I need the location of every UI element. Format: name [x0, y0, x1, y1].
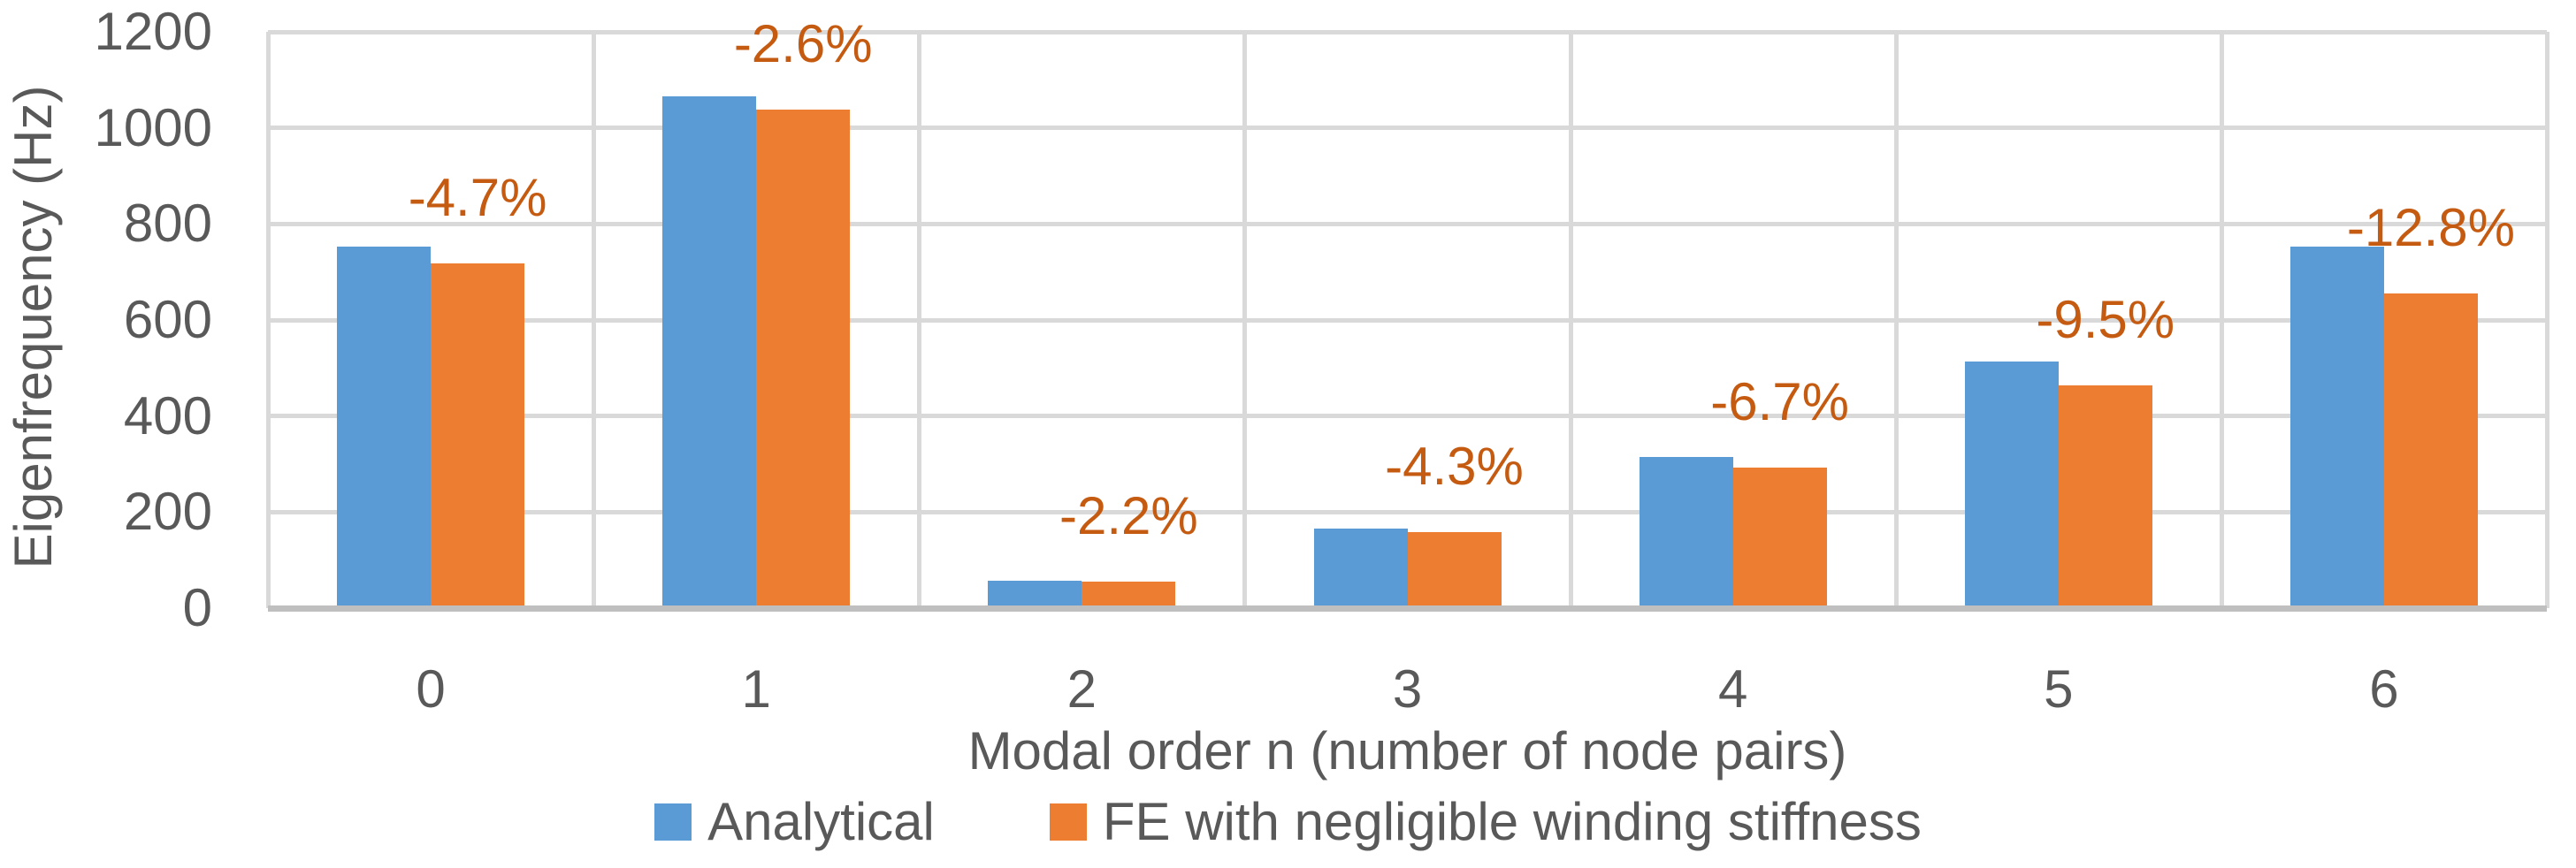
- bar-analytical-n3: [1313, 529, 1408, 608]
- bar-analytical-n1: [662, 95, 757, 608]
- chart-legend: Analytical FE with negligible winding sti…: [0, 796, 2576, 849]
- x-tick-label-6: 6: [2369, 659, 2399, 719]
- legend-item-analytical: Analytical: [654, 796, 935, 849]
- x-tick-label-4: 4: [1717, 659, 1748, 719]
- x-tick-label-5: 5: [2044, 659, 2074, 719]
- v-gridline-7: [2544, 32, 2549, 608]
- y-tick-label-200: 200: [123, 482, 212, 542]
- bar-fe-n5: [2058, 385, 2152, 608]
- bar-analytical-n5: [1964, 362, 2059, 608]
- bar-fe-n3: [1407, 532, 1502, 608]
- legend-swatch-fe: [1049, 803, 1087, 841]
- y-tick-label-0: 0: [182, 578, 212, 637]
- y-tick-label-800: 800: [123, 194, 212, 254]
- legend-item-fe: FE with negligible winding stiffness: [1049, 792, 1922, 851]
- legend-label-analytical: Analytical: [707, 792, 935, 851]
- y-tick-label-1000: 1000: [94, 97, 212, 157]
- x-tick-label-3: 3: [1392, 659, 1423, 719]
- x-axis-tick-labels: 0 1 2 3 4 5 6: [268, 658, 2547, 716]
- v-gridline-3: [1242, 32, 1247, 608]
- bar-fe-n4: [1732, 467, 1827, 608]
- h-gridline-800: [268, 221, 2547, 226]
- bar-analytical-n6: [2289, 247, 2384, 608]
- v-gridline-4: [1568, 32, 1573, 608]
- legend-label-fe: FE with negligible winding stiffness: [1102, 792, 1922, 851]
- y-tick-label-400: 400: [123, 385, 212, 445]
- deviation-label-n2: -2.2%: [1059, 485, 1198, 545]
- plot-area: -4.7% -2.6% -2.2% -4.3% -6.7% -9.5% -12.8%: [265, 18, 2549, 612]
- legend-swatch-analytical: [654, 803, 692, 841]
- bar-analytical-n4: [1639, 457, 1733, 608]
- bar-fe-n1: [756, 110, 851, 608]
- deviation-label-n0: -4.7%: [408, 167, 547, 227]
- bar-fe-n6: [2383, 293, 2478, 608]
- x-axis-line: [268, 605, 2547, 612]
- v-gridline-5: [1893, 32, 1899, 608]
- deviation-label-n1: -2.6%: [733, 14, 873, 74]
- bar-fe-n2: [1082, 581, 1176, 608]
- deviation-label-n6: -12.8%: [2346, 197, 2515, 257]
- deviation-label-n5: -9.5%: [2036, 289, 2175, 349]
- h-gridline-200: [268, 509, 2547, 514]
- y-axis-tick-labels: 0 200 400 600 800 1000 1200: [0, 5, 212, 635]
- y-tick-label-1200: 1200: [94, 2, 212, 61]
- x-tick-label-1: 1: [741, 659, 771, 719]
- bar-analytical-n0: [337, 246, 432, 608]
- x-axis-title: Modal order n (number of node pairs): [967, 721, 1847, 780]
- h-gridline-1000: [268, 126, 2547, 131]
- v-gridline-1: [591, 32, 596, 608]
- x-tick-label-0: 0: [416, 659, 446, 719]
- bar-fe-n0: [431, 263, 525, 608]
- h-gridline-1200: [268, 29, 2547, 34]
- h-gridline-400: [268, 414, 2547, 419]
- v-gridline-2: [916, 32, 921, 608]
- deviation-label-n3: -4.3%: [1385, 437, 1524, 497]
- v-gridline-0: [265, 32, 271, 608]
- y-tick-label-600: 600: [123, 290, 212, 349]
- x-tick-label-2: 2: [1066, 659, 1097, 719]
- deviation-label-n4: -6.7%: [1710, 371, 1850, 431]
- bar-analytical-n2: [988, 581, 1082, 608]
- h-gridline-600: [268, 317, 2547, 323]
- v-gridline-6: [2219, 32, 2224, 608]
